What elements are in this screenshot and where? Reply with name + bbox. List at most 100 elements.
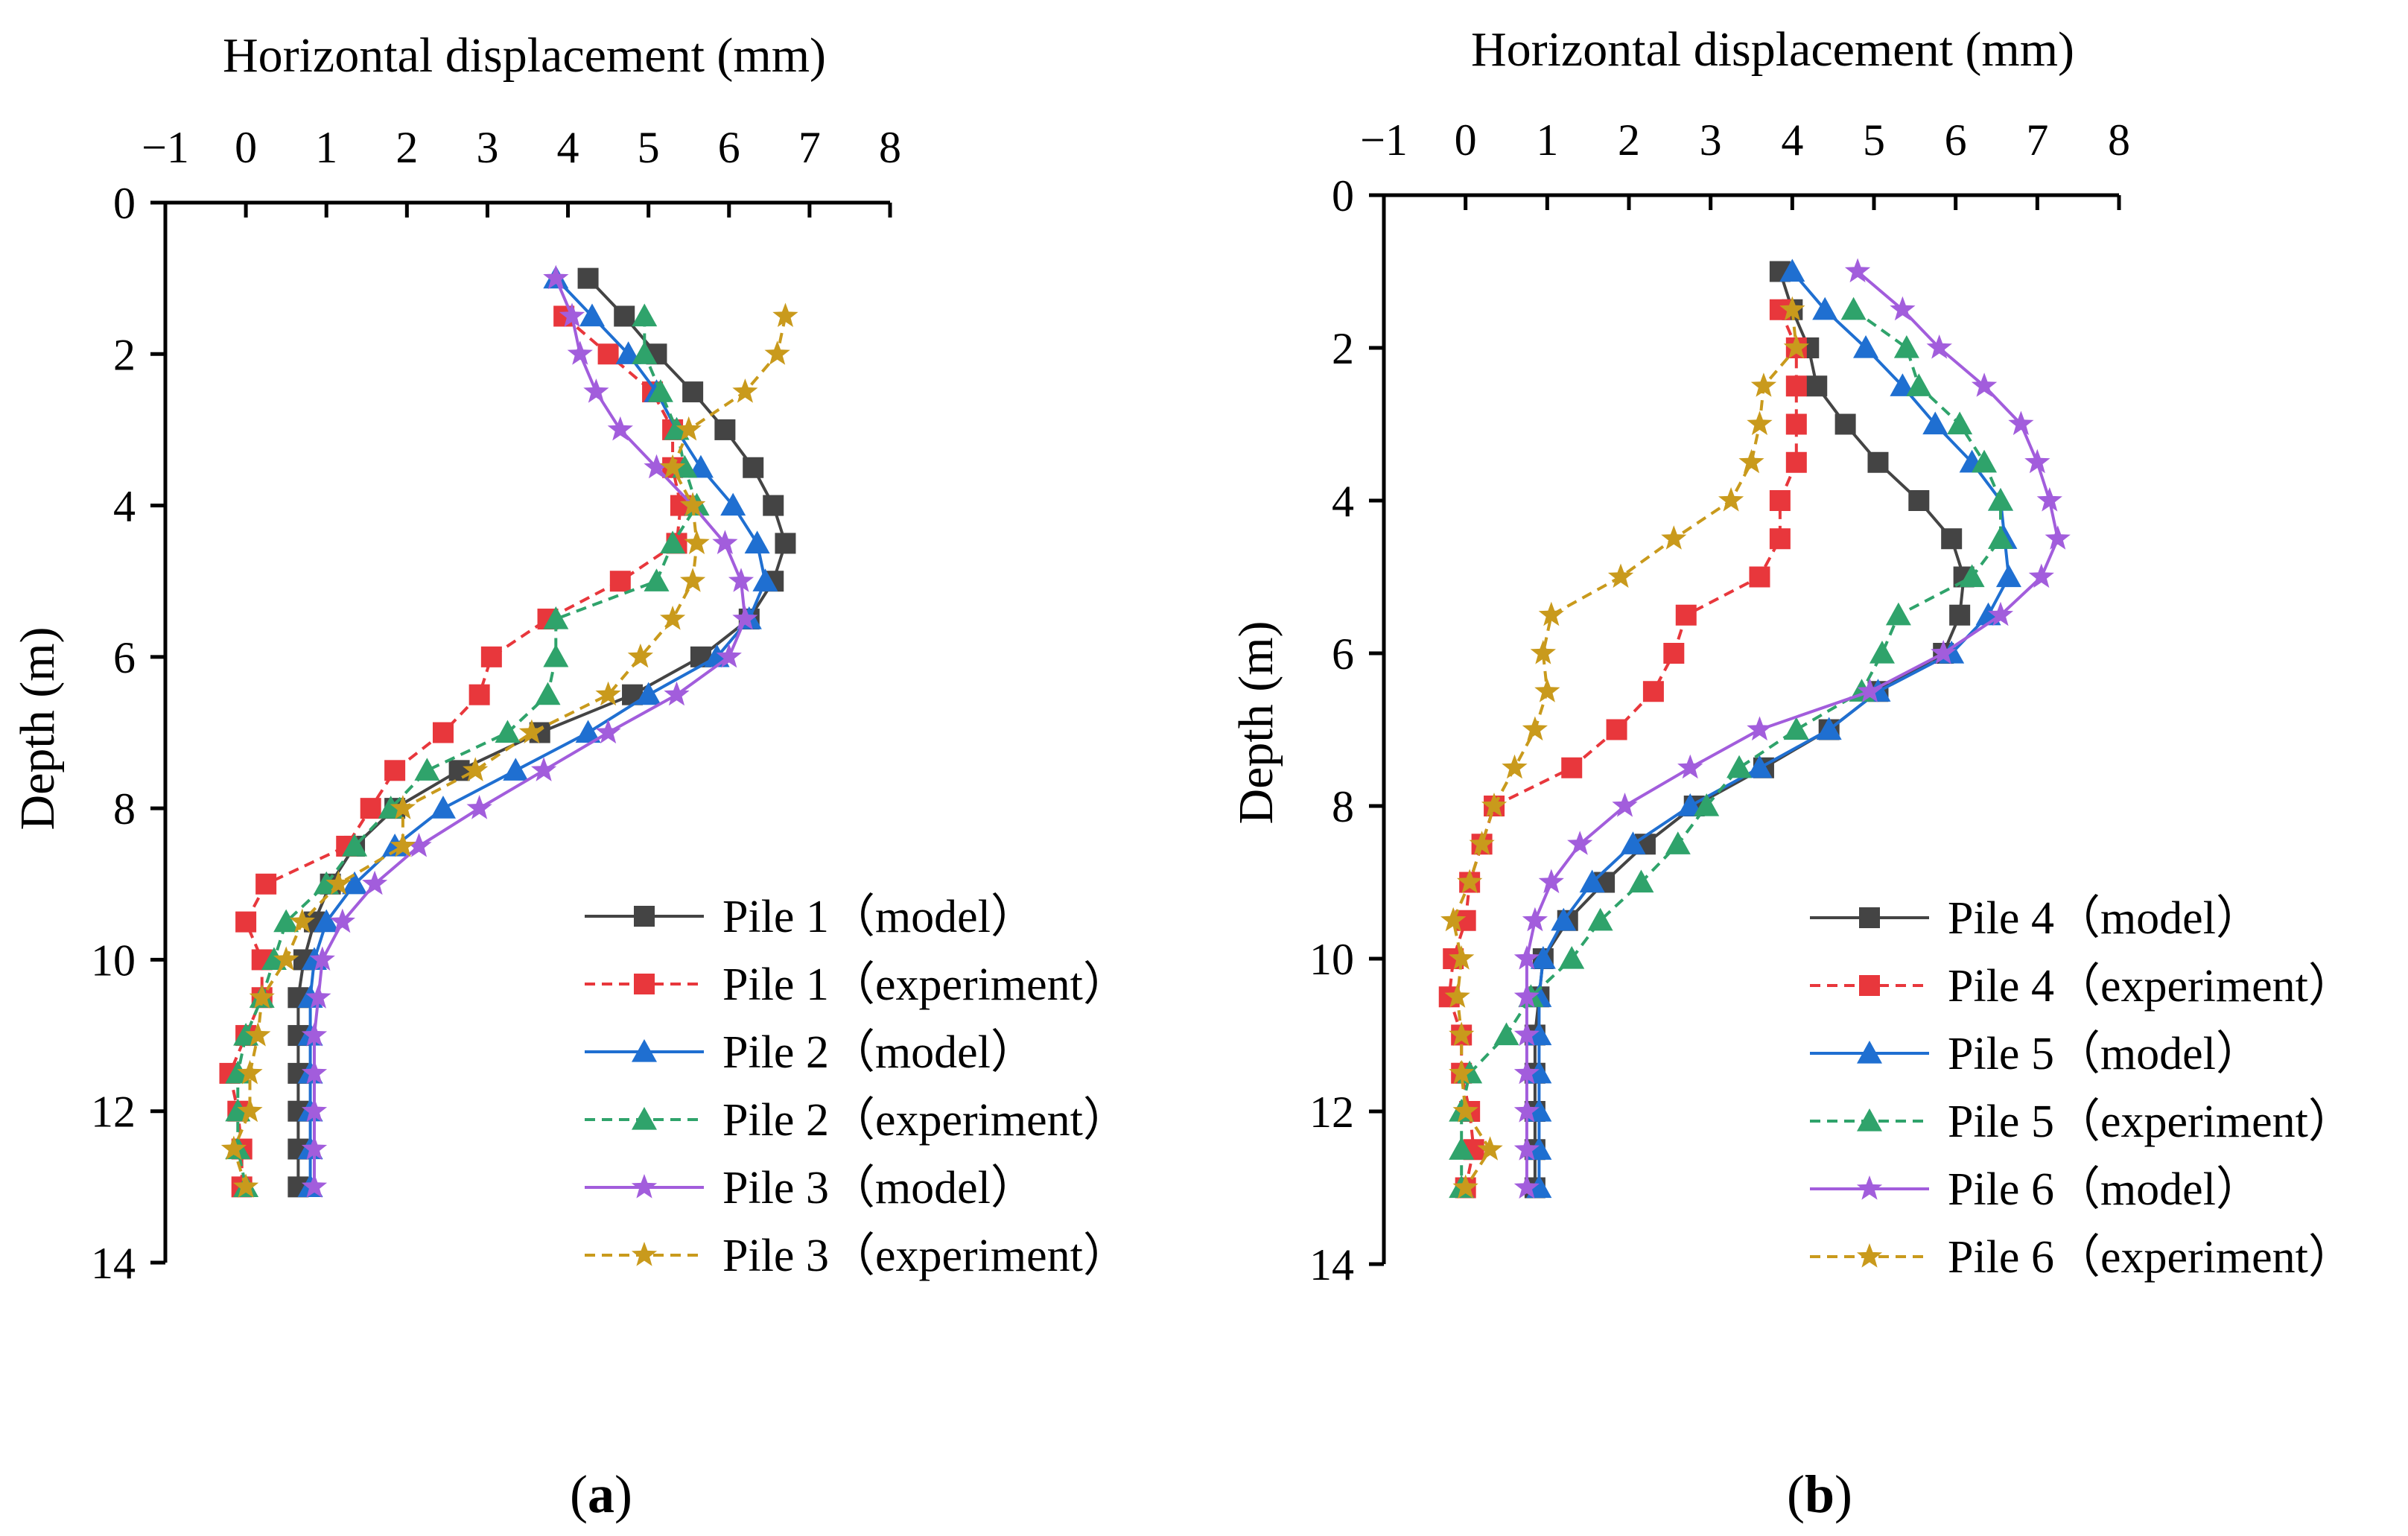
marker-star [559, 302, 585, 327]
legend: Pile 1（model） Pile 1（experiment） Pile 2（mo… [585, 892, 1129, 1281]
legend-entry: Pile 3（model） [585, 1163, 1037, 1213]
legend-label: Pile 3（model） [722, 1163, 1037, 1213]
marker-star [1513, 1098, 1540, 1123]
marker-star [1513, 983, 1540, 1008]
marker-triangle [495, 720, 521, 743]
legend-entry: Pile 1（experiment） [585, 959, 1129, 1010]
marker-square [634, 974, 655, 994]
marker-square [448, 760, 470, 781]
marker-star [233, 1173, 259, 1198]
y-tick-label: 2 [113, 330, 136, 379]
y-tick-label: 12 [1309, 1088, 1354, 1137]
marker-triangle [1853, 335, 1879, 358]
marker-star [390, 795, 416, 819]
marker-triangle [1628, 869, 1654, 893]
legend-entry: Pile 6（model） [1810, 1164, 2262, 1215]
panel-label-close: ) [1834, 1464, 1852, 1524]
legend-entry: Pile 4（experiment） [1810, 961, 2354, 1012]
legend-entry: Pile 1（model） [585, 892, 1037, 942]
y-tick-label: 6 [1332, 629, 1354, 679]
y-tick-label: 0 [113, 179, 136, 228]
marker-square [597, 343, 619, 365]
marker-square [634, 906, 655, 927]
marker-star [595, 719, 621, 744]
marker-star [1449, 945, 1475, 970]
marker-star [1607, 563, 1634, 588]
series-line [232, 316, 787, 1188]
x-tick-label: 7 [2026, 115, 2048, 165]
marker-star [220, 1135, 247, 1161]
panel-label-close: ) [614, 1464, 632, 1524]
marker-square [609, 571, 631, 592]
marker-star [305, 984, 331, 1009]
x-tick-label: 3 [476, 123, 498, 172]
marker-star [1857, 678, 1883, 702]
marker-star [1452, 1174, 1478, 1199]
marker-square [1867, 451, 1889, 473]
marker-star [644, 454, 670, 479]
marker-square [1642, 681, 1664, 702]
marker-star [1502, 754, 1528, 779]
marker-square [468, 684, 490, 705]
marker-triangle [1530, 946, 1556, 969]
marker-star [1783, 334, 1809, 359]
chart-panel-b: Horizontal displacement (mm) Depth (m) −… [1229, 22, 2354, 1524]
marker-star [1513, 1059, 1540, 1085]
marker-star [684, 530, 710, 554]
marker-star [660, 454, 686, 479]
marker-square [1859, 907, 1880, 928]
marker-star [362, 870, 388, 895]
marker-triangle [1449, 1137, 1475, 1160]
marker-triangle [660, 530, 686, 553]
marker-star [2024, 448, 2050, 474]
marker-star [1444, 983, 1470, 1008]
series-line [236, 316, 699, 1187]
marker-square [432, 722, 454, 743]
marker-square [1606, 719, 1627, 740]
marker-star [676, 416, 702, 441]
marker-square [614, 305, 635, 327]
legend-label: Pile 2（model） [722, 1027, 1037, 1078]
marker-star [301, 1022, 328, 1047]
marker-square [1675, 604, 1697, 626]
marker-star [1856, 1175, 1883, 1200]
marker-triangle [1885, 602, 1911, 626]
marker-triangle [1665, 831, 1691, 854]
marker-triangle [1972, 449, 1998, 473]
marker-square [1834, 413, 1856, 435]
legend-label: Pile 4（experiment） [1948, 961, 2354, 1012]
marker-star [1677, 754, 1703, 779]
marker-triangle [273, 909, 299, 933]
y-tick-label: 4 [1332, 477, 1354, 526]
legend-entry: Pile 6（experiment） [1810, 1232, 2354, 1283]
marker-triangle [535, 682, 561, 705]
y-tick-label: 4 [113, 482, 136, 531]
marker-triangle [1587, 907, 1613, 931]
marker-square [235, 911, 257, 933]
y-tick-label: 8 [113, 784, 136, 834]
marker-triangle [430, 796, 456, 819]
marker-triangle [1812, 296, 1838, 320]
marker-star [309, 946, 335, 971]
y-tick-label: 10 [1309, 935, 1354, 984]
marker-star [664, 681, 690, 706]
marker-star [1522, 907, 1548, 932]
x-tick-label: 0 [235, 123, 257, 172]
series [301, 264, 758, 1198]
marker-triangle [744, 530, 770, 553]
marker-square [714, 419, 736, 440]
marker-star [1469, 831, 1495, 855]
marker-star [1612, 793, 1638, 817]
marker-triangle [1694, 793, 1720, 816]
x-tick-label: 0 [1455, 115, 1477, 165]
marker-star [518, 719, 544, 744]
marker-triangle [342, 833, 368, 857]
y-tick-label: 14 [91, 1239, 136, 1288]
marker-triangle [1559, 946, 1585, 969]
marker-square [1561, 757, 1583, 778]
marker-star [1513, 945, 1540, 970]
marker-square [1769, 528, 1791, 550]
panel-label: (a) [570, 1464, 632, 1524]
marker-triangle [720, 492, 746, 516]
legend-entry: Pile 5（experiment） [1810, 1097, 2354, 1147]
